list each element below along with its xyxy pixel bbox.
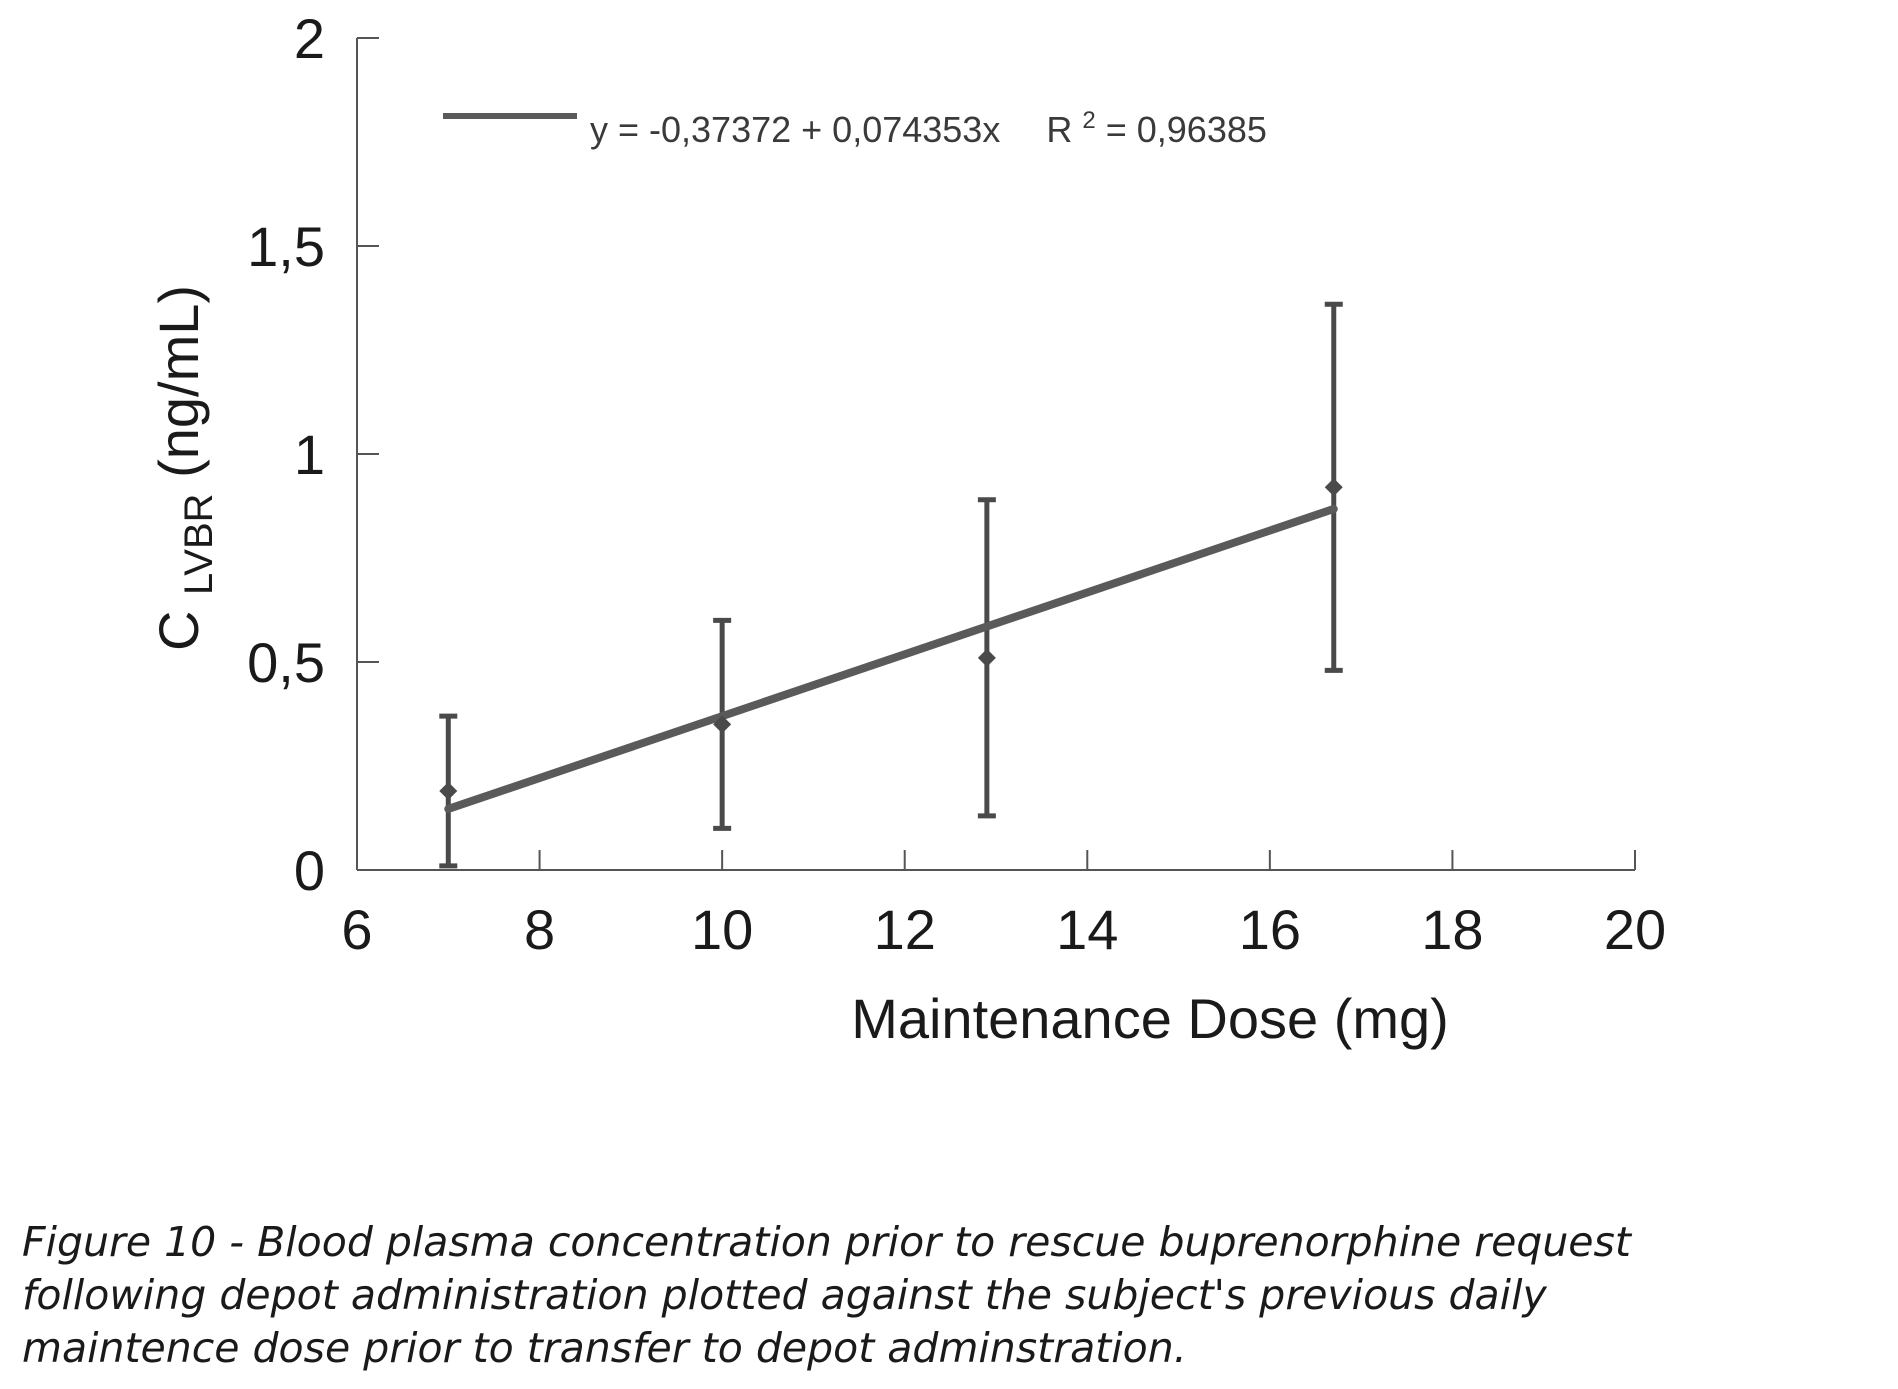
axes: [356, 38, 1635, 871]
y-tick-label: 0: [294, 839, 325, 902]
regression-line: [444, 504, 1338, 813]
caption-line-3: maintence dose prior to transfer to depo…: [22, 1324, 1187, 1372]
error-bars: [439, 301, 1343, 869]
x-tick-label: 18: [1421, 898, 1483, 961]
data-point-diamond: [439, 781, 458, 800]
x-tick-label: 10: [691, 898, 753, 961]
y-tick-label: 0,5: [247, 631, 325, 694]
data-point-diamond: [977, 648, 996, 667]
y-tick-label: 2: [294, 7, 325, 70]
x-tick-label: 8: [524, 898, 555, 961]
caption-line-2: following depot administration plotted a…: [22, 1271, 1547, 1319]
caption-line-1: Figure 10 - Blood plasma concentration p…: [22, 1218, 1631, 1266]
x-tick-label: 12: [874, 898, 936, 961]
x-tick-label: 14: [1056, 898, 1118, 961]
x-tick-label: 6: [341, 898, 372, 961]
x-axis-title: Maintenance Dose (mg): [851, 987, 1449, 1050]
y-axis-title: C LVBR (ng/mL): [147, 285, 224, 651]
data-points: [439, 478, 1343, 800]
legend-r2-value: = 0,96385: [1106, 109, 1267, 150]
figure-caption: Figure 10 - Blood plasma concentration p…: [22, 1216, 1882, 1375]
y-tick-label: 1,5: [247, 215, 325, 278]
y-axis-title-unit: (ng/mL): [147, 285, 210, 478]
data-point-diamond: [713, 715, 732, 734]
y-tick-label: 1: [294, 423, 325, 486]
ticks: 6 8 10 12 14 16 18 20 0 0,5 1 1,5 2: [247, 7, 1666, 961]
y-axis-title-main: C: [147, 611, 210, 651]
x-tick-label: 20: [1604, 898, 1666, 961]
x-tick-label: 16: [1239, 898, 1301, 961]
legend: y = -0,37372 + 0,074353x R 2 = 0,96385: [443, 95, 1267, 150]
legend-equation-text: y = -0,37372 + 0,074353x: [590, 109, 1000, 150]
regression-line-group: [444, 504, 1338, 813]
legend-r2-label: R: [1046, 109, 1072, 150]
y-axis-title-subscript: LVBR: [177, 493, 221, 595]
legend-equation: y = -0,37372 + 0,074353x R 2 = 0,96385: [590, 95, 1267, 150]
legend-r2-superscript: 2: [1082, 107, 1095, 134]
data-point-diamond: [1324, 478, 1343, 497]
